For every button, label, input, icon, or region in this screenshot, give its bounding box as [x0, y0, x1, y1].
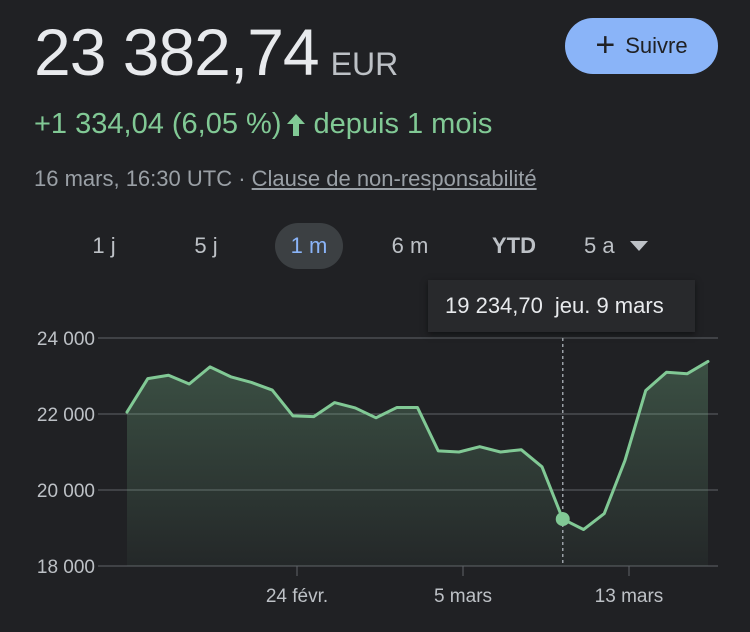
highlight-point	[555, 512, 570, 527]
y-tick-label: 22 000	[37, 405, 95, 426]
price-series-line	[125, 359, 710, 532]
follow-button[interactable]: + Suivre	[565, 18, 718, 74]
range-5y[interactable]: 5 a	[578, 223, 658, 269]
change-period: depuis 1 mois	[313, 108, 493, 140]
currency-label: EUR	[330, 46, 399, 82]
chart-tooltip: 19 234,70 jeu. 9 mars	[428, 280, 695, 332]
y-tick-label: 20 000	[37, 481, 95, 502]
x-tick-label: 13 mars	[595, 586, 664, 607]
quote-meta: 16 mars, 16:30 UTC · Clause de non-respo…	[34, 166, 537, 192]
price-change: +1 334,04 (6,05 %) depuis 1 mois	[34, 108, 492, 141]
price-header: 23 382,74 EUR	[34, 14, 398, 90]
range-ytd[interactable]: YTD	[492, 233, 536, 258]
y-tick-label: 24 000	[37, 329, 95, 350]
current-price: 23 382,74	[34, 15, 320, 89]
quote-timestamp: 16 mars, 16:30 UTC ·	[34, 166, 252, 191]
tooltip-value: 19 234,70	[445, 293, 543, 318]
range-1m[interactable]: 1 m	[275, 223, 343, 269]
change-value: +1 334,04 (6,05 %)	[34, 108, 282, 140]
range-5y-label: 5 a	[584, 233, 615, 258]
disclaimer-link[interactable]: Clause de non-responsabilité	[251, 166, 537, 191]
follow-button-label: Suivre	[625, 33, 688, 58]
plus-icon: +	[595, 25, 616, 64]
range-5d[interactable]: 5 j	[194, 233, 218, 258]
x-tick-label: 5 mars	[434, 586, 492, 607]
arrow-up-icon	[285, 112, 307, 138]
tooltip-date: jeu. 9 mars	[554, 293, 664, 318]
chart-area-fill	[127, 361, 708, 566]
range-6m[interactable]: 6 m	[391, 233, 429, 258]
y-tick-label: 18 000	[37, 557, 95, 578]
range-1d[interactable]: 1 j	[92, 233, 116, 258]
x-tick-label: 24 févr.	[266, 586, 328, 607]
dropdown-triangle-icon	[629, 240, 649, 252]
